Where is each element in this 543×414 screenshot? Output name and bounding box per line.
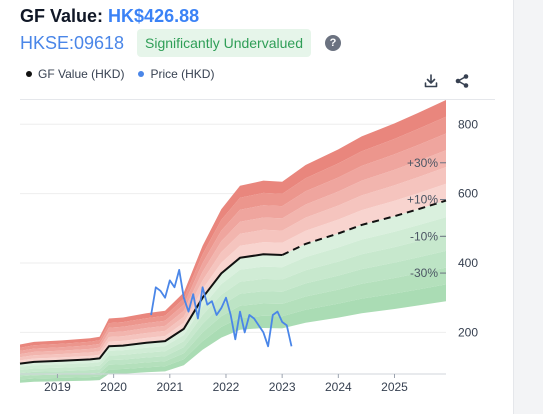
chart-lines — [19, 199, 447, 365]
undervalued-band-3 — [20, 250, 446, 377]
header-divider — [20, 99, 495, 100]
band-label: -10% — [410, 229, 438, 243]
x-tick-label: 2023 — [269, 380, 296, 394]
band-label: -30% — [410, 266, 438, 280]
gf-value-amount: HK$426.88 — [108, 6, 200, 26]
price-line — [150, 268, 293, 348]
overvalued-band-0 — [20, 183, 446, 364]
overvalued-band-5 — [20, 100, 446, 348]
y-tick-label: 600 — [458, 187, 478, 201]
gf-value-line — [19, 253, 283, 365]
x-tick-label: 2025 — [381, 380, 408, 394]
x-tick-label: 2022 — [213, 380, 240, 394]
gf-value-estimate-line — [281, 199, 447, 256]
y-tick-label: 400 — [458, 256, 478, 270]
gf-value-chart: +30% +10% -10% -30% 200 400 600 800 2019 2020 2021… — [19, 100, 478, 394]
undervalued-band-4 — [20, 267, 446, 380]
help-icon[interactable]: ? — [325, 35, 341, 51]
legend-dot-gf-value — [26, 71, 32, 77]
legend-item-gf-value[interactable]: GF Value (HKD) — [26, 67, 124, 81]
chart-axes: +30% +10% -10% -30% 200 400 600 800 2019 2020 2021… — [20, 117, 478, 394]
undervalued-band-5 — [20, 284, 446, 383]
y-tick-label: 800 — [458, 117, 478, 131]
download-icon[interactable] — [423, 73, 439, 89]
band-label: +30% — [407, 156, 438, 170]
overvalued-band-1 — [20, 167, 446, 361]
undervalued-band-2 — [20, 234, 446, 374]
band-label: +10% — [407, 193, 438, 207]
x-tick-label: 2024 — [325, 380, 352, 394]
gf-value-title: GF Value: HK$426.88 — [20, 6, 199, 27]
legend-label-price: Price (HKD) — [150, 67, 215, 81]
chart-legend: GF Value (HKD) Price (HKD) — [26, 67, 228, 81]
undervalued-band-0 — [20, 200, 446, 367]
undervalued-band-1 — [20, 217, 446, 370]
vertical-scrollbar[interactable] — [514, 0, 543, 414]
y-tick-label: 200 — [458, 325, 478, 339]
overvalued-band-4 — [20, 116, 446, 351]
share-icon[interactable] — [454, 73, 470, 89]
gf-value-card: GF Value: HK$426.88 HKSE:09618 Significa… — [19, 0, 514, 414]
overvalued-band-3 — [20, 133, 446, 355]
x-tick-label: 2019 — [44, 380, 71, 394]
legend-dot-price — [138, 71, 145, 77]
gf-value-label: GF Value: — [20, 6, 104, 26]
ticker-symbol[interactable]: HKSE:09618 — [20, 33, 125, 53]
x-tick-label: 2020 — [100, 380, 127, 394]
legend-item-price[interactable]: Price (HKD) — [138, 67, 214, 81]
overvalued-band-2 — [20, 150, 446, 358]
x-tick-label: 2021 — [156, 380, 183, 394]
valuation-bands — [20, 100, 446, 383]
legend-label-gf-value: GF Value (HKD) — [38, 67, 125, 81]
valuation-badge: Significantly Undervalued — [137, 29, 311, 57]
